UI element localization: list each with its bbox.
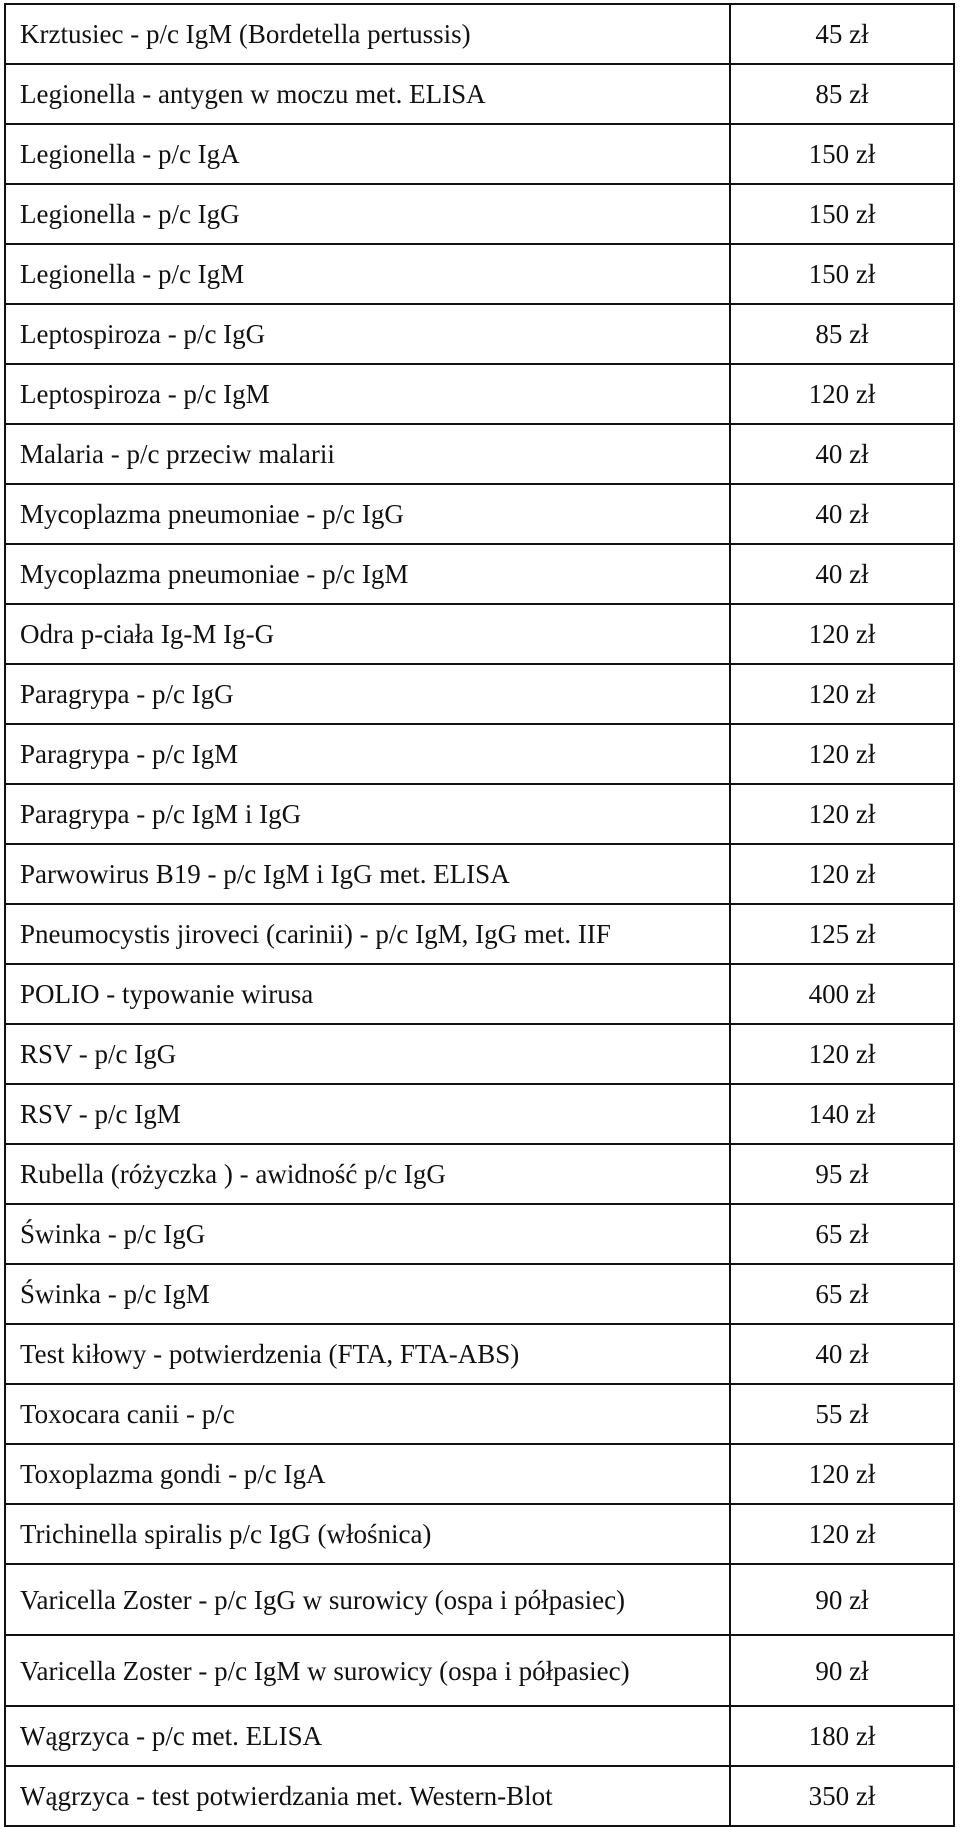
test-name-cell: Odra p-ciała Ig-M Ig-G <box>4 603 731 665</box>
test-price-cell: 45 zł <box>729 3 955 65</box>
test-price-cell: 40 zł <box>729 543 955 605</box>
price-table: Krztusiec - p/c IgM (Bordetella pertussi… <box>4 3 955 1827</box>
test-name-cell: Legionella - p/c IgA <box>4 123 731 185</box>
test-price-cell: 85 zł <box>729 63 955 125</box>
test-price-cell: 150 zł <box>729 123 955 185</box>
table-row: Legionella - p/c IgA 150 zł <box>4 123 955 185</box>
table-row: Pneumocystis jiroveci (carinii) - p/c Ig… <box>4 903 955 965</box>
test-price-cell: 120 zł <box>729 363 955 425</box>
test-price-cell: 150 zł <box>729 243 955 305</box>
table-row: Legionella - antygen w moczu met. ELISA 8… <box>4 63 955 125</box>
test-name-cell: Świnka - p/c IgG <box>4 1203 731 1265</box>
test-price-cell: 40 zł <box>729 483 955 545</box>
table-row: Toxocara canii - p/c 55 zł <box>4 1383 955 1445</box>
test-price-cell: 90 zł <box>729 1634 955 1707</box>
test-name-cell: Pneumocystis jiroveci (carinii) - p/c Ig… <box>4 903 731 965</box>
test-name-cell: Legionella - antygen w moczu met. ELISA <box>4 63 731 125</box>
test-price-cell: 140 zł <box>729 1083 955 1145</box>
test-name-cell: Toxocara canii - p/c <box>4 1383 731 1445</box>
test-price-cell: 40 zł <box>729 423 955 485</box>
table-row: Malaria - p/c przeciw malarii 40 zł <box>4 423 955 485</box>
table-row: Mycoplazma pneumoniae - p/c IgM 40 zł <box>4 543 955 605</box>
test-price-cell: 65 zł <box>729 1263 955 1325</box>
test-price-cell: 120 zł <box>729 723 955 785</box>
table-row: Trichinella spiralis p/c IgG (włośnica) 1… <box>4 1503 955 1565</box>
test-name-cell: Wągrzyca - p/c met. ELISA <box>4 1705 731 1767</box>
table-row: Krztusiec - p/c IgM (Bordetella pertussi… <box>4 3 955 65</box>
test-name-cell: Legionella - p/c IgM <box>4 243 731 305</box>
test-price-cell: 65 zł <box>729 1203 955 1265</box>
test-price-cell: 120 zł <box>729 1023 955 1085</box>
test-name-cell: Leptospiroza - p/c IgM <box>4 363 731 425</box>
test-price-cell: 120 zł <box>729 1443 955 1505</box>
table-row: Test kiłowy - potwierdzenia (FTA, FTA-AB… <box>4 1323 955 1385</box>
test-name-cell: Mycoplazma pneumoniae - p/c IgG <box>4 483 731 545</box>
table-row: POLIO - typowanie wirusa 400 zł <box>4 963 955 1025</box>
test-name-cell: Malaria - p/c przeciw malarii <box>4 423 731 485</box>
table-row: Świnka - p/c IgG 65 zł <box>4 1203 955 1265</box>
test-name-cell: Paragrypa - p/c IgM i IgG <box>4 783 731 845</box>
table-row: Paragrypa - p/c IgM 120 zł <box>4 723 955 785</box>
test-name-cell: RSV - p/c IgM <box>4 1083 731 1145</box>
table-row: Parwowirus B19 - p/c IgM i IgG met. ELIS… <box>4 843 955 905</box>
test-name-cell: Toxoplazma gondi - p/c IgA <box>4 1443 731 1505</box>
table-row: Varicella Zoster - p/c IgG w surowicy (o… <box>4 1563 955 1636</box>
test-price-cell: 120 zł <box>729 783 955 845</box>
test-price-cell: 55 zł <box>729 1383 955 1445</box>
table-row: Świnka - p/c IgM 65 zł <box>4 1263 955 1325</box>
test-name-cell: Świnka - p/c IgM <box>4 1263 731 1325</box>
test-name-cell: Wągrzyca - test potwierdzania met. Weste… <box>4 1765 731 1827</box>
test-price-cell: 150 zł <box>729 183 955 245</box>
test-price-cell: 85 zł <box>729 303 955 365</box>
table-row: Toxoplazma gondi - p/c IgA 120 zł <box>4 1443 955 1505</box>
test-price-cell: 120 zł <box>729 663 955 725</box>
test-price-cell: 350 zł <box>729 1765 955 1827</box>
test-price-cell: 90 zł <box>729 1563 955 1636</box>
test-name-cell: Varicella Zoster - p/c IgM w surowicy (o… <box>4 1634 731 1707</box>
table-row: Rubella (różyczka ) - awidność p/c IgG 95… <box>4 1143 955 1205</box>
test-name-cell: Krztusiec - p/c IgM (Bordetella pertussi… <box>4 3 731 65</box>
test-name-cell: Paragrypa - p/c IgG <box>4 663 731 725</box>
table-row: RSV - p/c IgG 120 zł <box>4 1023 955 1085</box>
table-row: Legionella - p/c IgM 150 zł <box>4 243 955 305</box>
table-row: RSV - p/c IgM 140 zł <box>4 1083 955 1145</box>
test-name-cell: Leptospiroza - p/c IgG <box>4 303 731 365</box>
table-row: Varicella Zoster - p/c IgM w surowicy (o… <box>4 1634 955 1707</box>
test-name-cell: Trichinella spiralis p/c IgG (włośnica) <box>4 1503 731 1565</box>
test-price-cell: 120 zł <box>729 1503 955 1565</box>
table-row: Paragrypa - p/c IgG 120 zł <box>4 663 955 725</box>
test-price-cell: 120 zł <box>729 843 955 905</box>
test-name-cell: Parwowirus B19 - p/c IgM i IgG met. ELIS… <box>4 843 731 905</box>
test-name-cell: Rubella (różyczka ) - awidność p/c IgG <box>4 1143 731 1205</box>
test-name-cell: POLIO - typowanie wirusa <box>4 963 731 1025</box>
table-row: Legionella - p/c IgG 150 zł <box>4 183 955 245</box>
test-name-cell: Test kiłowy - potwierdzenia (FTA, FTA-AB… <box>4 1323 731 1385</box>
test-price-cell: 95 zł <box>729 1143 955 1205</box>
test-price-cell: 40 zł <box>729 1323 955 1385</box>
test-price-cell: 400 zł <box>729 963 955 1025</box>
table-row: Leptospiroza - p/c IgM 120 zł <box>4 363 955 425</box>
test-price-cell: 125 zł <box>729 903 955 965</box>
test-name-cell: Legionella - p/c IgG <box>4 183 731 245</box>
table-row: Leptospiroza - p/c IgG 85 zł <box>4 303 955 365</box>
table-row: Odra p-ciała Ig-M Ig-G 120 zł <box>4 603 955 665</box>
test-name-cell: RSV - p/c IgG <box>4 1023 731 1085</box>
table-row: Wągrzyca - test potwierdzania met. Weste… <box>4 1765 955 1827</box>
test-name-cell: Paragrypa - p/c IgM <box>4 723 731 785</box>
test-price-cell: 120 zł <box>729 603 955 665</box>
test-price-cell: 180 zł <box>729 1705 955 1767</box>
test-name-cell: Mycoplazma pneumoniae - p/c IgM <box>4 543 731 605</box>
table-row: Wągrzyca - p/c met. ELISA 180 zł <box>4 1705 955 1767</box>
test-name-cell: Varicella Zoster - p/c IgG w surowicy (o… <box>4 1563 731 1636</box>
price-table-body: Krztusiec - p/c IgM (Bordetella pertussi… <box>4 3 955 1827</box>
table-row: Mycoplazma pneumoniae - p/c IgG 40 zł <box>4 483 955 545</box>
table-row: Paragrypa - p/c IgM i IgG 120 zł <box>4 783 955 845</box>
